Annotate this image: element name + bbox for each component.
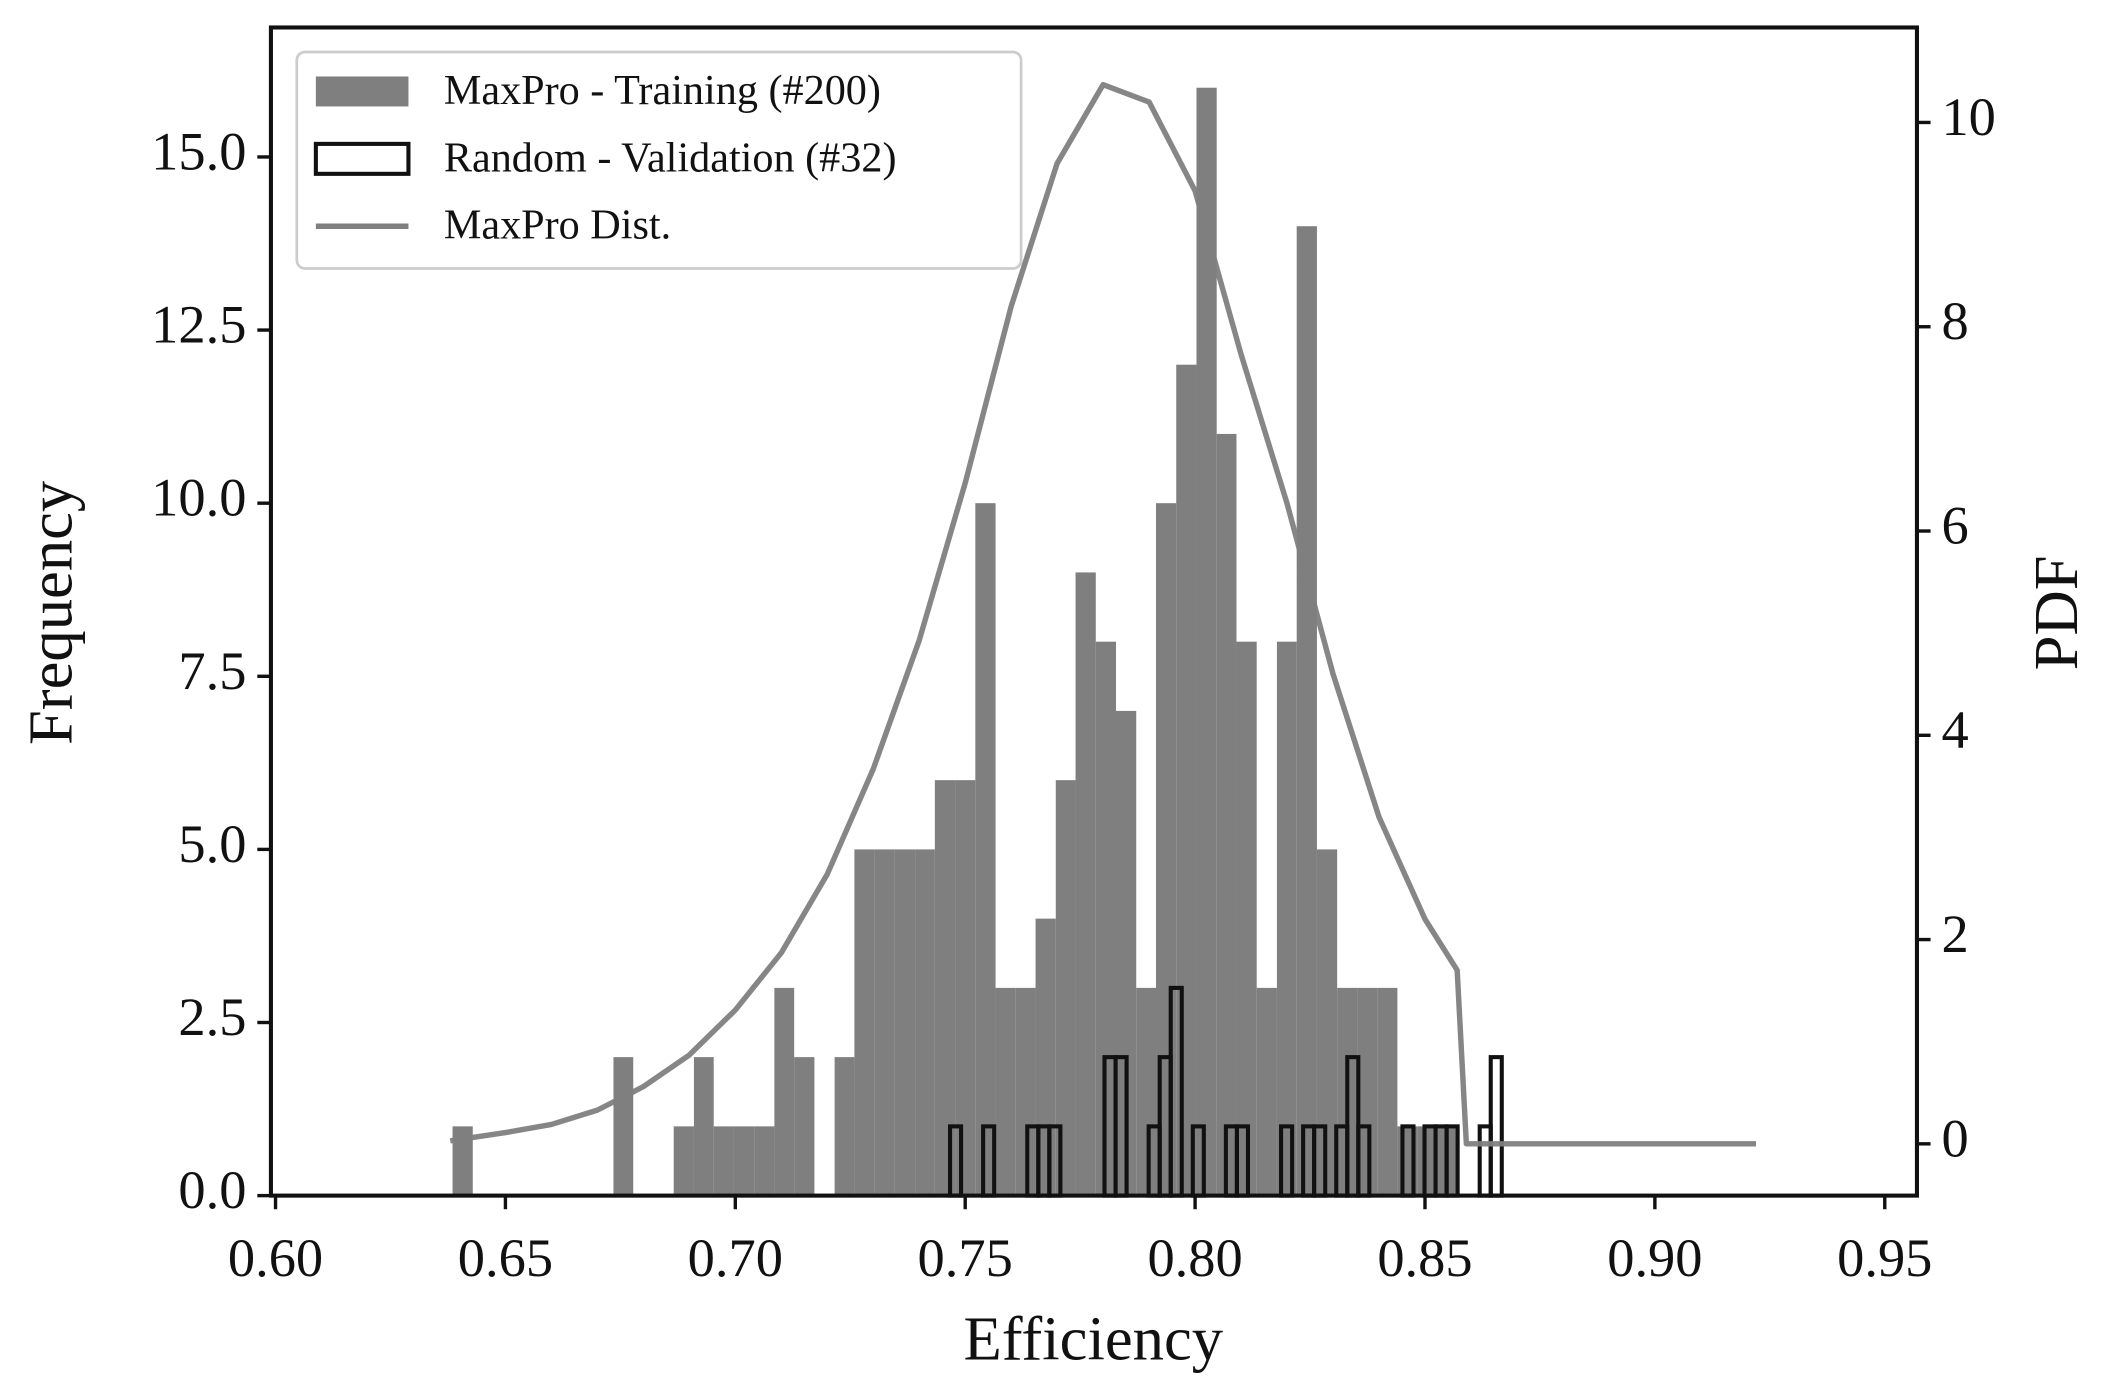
histogram-bar	[713, 1126, 734, 1196]
histogram-bar	[613, 1057, 634, 1196]
y2-tick-label: 2	[1941, 903, 1968, 964]
histogram-bar	[874, 849, 895, 1196]
x-tick-label: 0.65	[458, 1227, 553, 1288]
histogram-bar	[733, 1126, 755, 1196]
pdf-line	[449, 81, 1757, 1147]
histogram-bar	[794, 1057, 815, 1196]
x-tick-label: 0.80	[1147, 1227, 1242, 1288]
histogram-bar	[1256, 987, 1277, 1196]
y-tick-label: 0.0	[178, 1159, 246, 1220]
y-tick-label: 2.5	[178, 986, 246, 1047]
histogram-bar	[673, 1126, 694, 1196]
histogram-bar	[915, 849, 935, 1196]
y2-axis-label: PDF	[2021, 555, 2091, 670]
histogram-bar	[774, 987, 795, 1196]
plot-frame	[268, 25, 1919, 1198]
histogram-bar	[1216, 433, 1237, 1196]
histogram-bar	[1236, 641, 1257, 1196]
histogram-bar	[975, 503, 996, 1196]
histogram-bar	[854, 849, 875, 1196]
y2-tick-label: 4	[1941, 699, 1968, 760]
histogram-bar	[1176, 364, 1197, 1196]
histogram-bar	[1276, 641, 1297, 1196]
histogram-bar	[955, 780, 976, 1196]
x-tick-label: 0.60	[228, 1227, 323, 1288]
legend: MaxPro - Training (#200) Random - Validat…	[295, 50, 1023, 270]
histogram-bar	[995, 987, 1016, 1196]
x-tick-label: 0.70	[688, 1227, 783, 1288]
histogram-bar	[934, 780, 956, 1196]
x-tick-label: 0.75	[918, 1227, 1013, 1288]
y-tick-label: 5.0	[178, 813, 246, 874]
x-axis-label: Efficiency	[963, 1304, 1223, 1374]
histogram-bar	[754, 1126, 775, 1196]
histogram-bar	[1116, 710, 1137, 1196]
histogram-bar	[1055, 780, 1076, 1196]
y-tick-label: 10.0	[151, 467, 246, 528]
y2-tick-label: 10	[1941, 86, 1995, 147]
y-tick-label: 12.5	[151, 294, 246, 355]
histogram-bar	[1075, 572, 1096, 1196]
x-tick-label: 0.90	[1607, 1227, 1702, 1288]
legend-label: MaxPro Dist.	[444, 202, 671, 249]
histogram-bar	[1377, 987, 1398, 1196]
y-axis-label: Frequency	[16, 480, 86, 745]
histogram-bar	[1196, 87, 1217, 1196]
y-tick-label: 15.0	[151, 120, 246, 181]
x-tick-label: 0.95	[1837, 1227, 1932, 1288]
histogram-bar	[894, 849, 916, 1196]
histogram-bar	[1357, 987, 1378, 1196]
y2-tick-label: 8	[1941, 290, 1968, 351]
y-tick-label: 7.5	[178, 640, 246, 701]
legend-swatch	[313, 141, 411, 176]
legend-label: MaxPro - Training (#200)	[444, 67, 881, 114]
legend-box	[295, 50, 1023, 270]
legend-label: Random - Validation (#32)	[444, 134, 897, 181]
histogram-bar	[693, 1057, 714, 1196]
y2-tick-label: 6	[1941, 495, 1968, 556]
histogram-bar	[834, 1057, 855, 1196]
histogram-bar	[452, 1126, 473, 1196]
histogram-bar	[1488, 1055, 1504, 1198]
histogram-bar	[1015, 987, 1036, 1196]
legend-swatch	[315, 76, 409, 107]
histogram-bar	[1316, 849, 1338, 1196]
y2-tick-label: 0	[1941, 1107, 1968, 1168]
histogram-bar	[1136, 987, 1157, 1196]
histogram-bar	[1296, 226, 1317, 1196]
x-tick-label: 0.85	[1377, 1227, 1472, 1288]
